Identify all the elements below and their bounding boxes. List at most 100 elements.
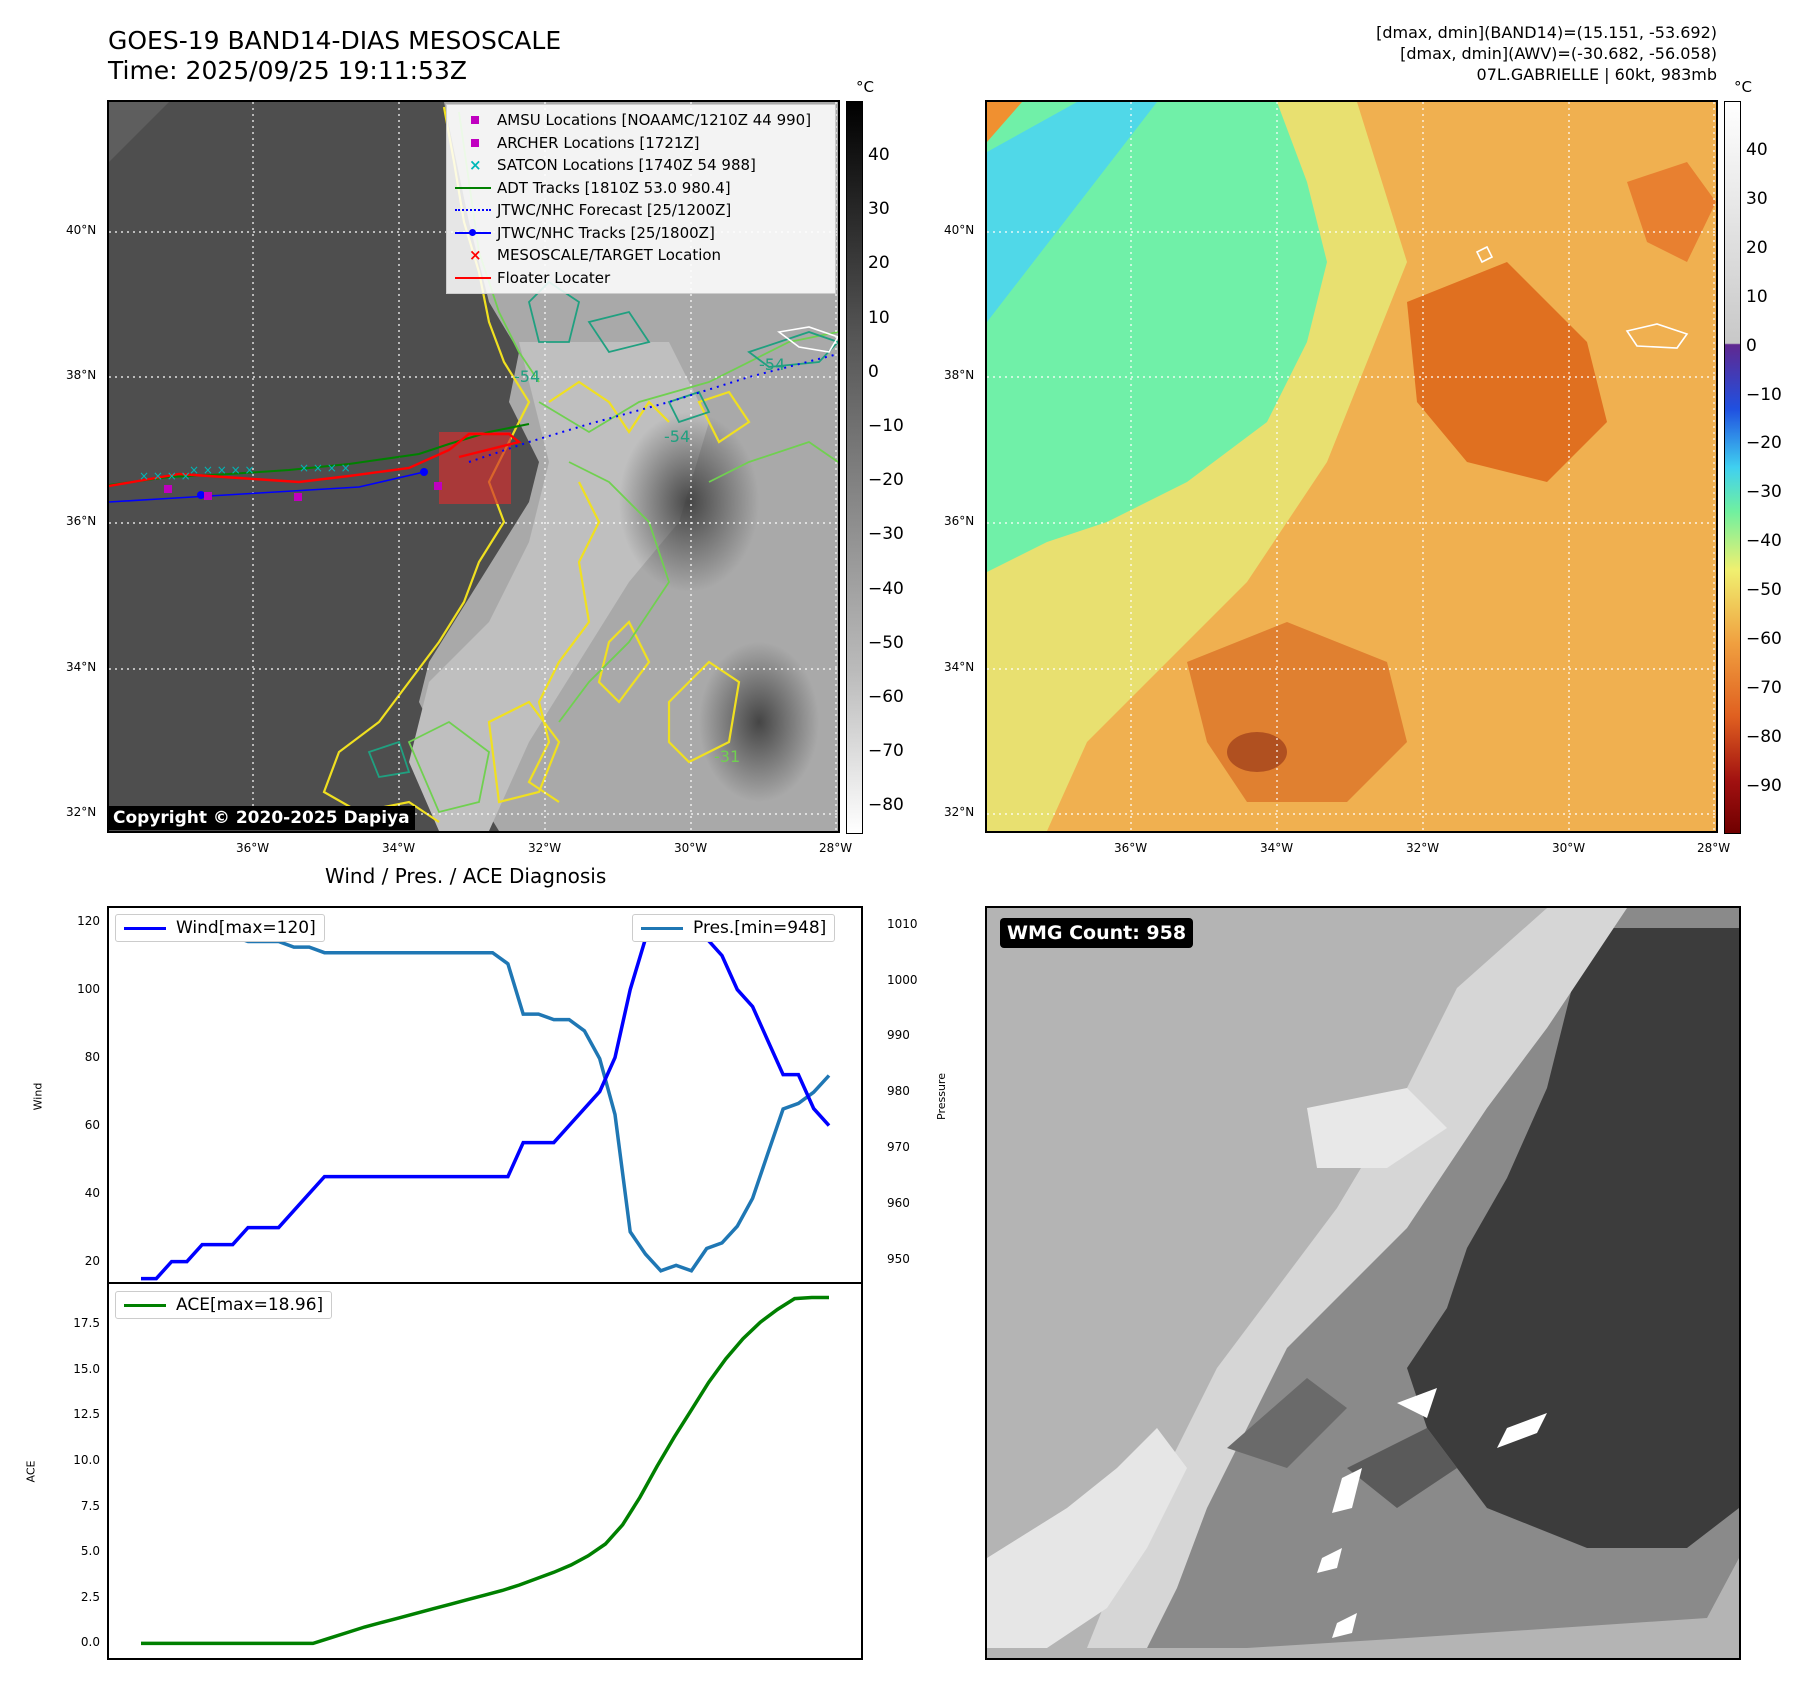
axis-tick-label: 7.5 [80,1498,100,1513]
wind-axis-label: Wind [31,1082,45,1111]
lat-label: 34°N [944,660,975,674]
svg-text:× × × ×: × × × × [299,461,351,475]
colorbar-tick-label: −20 [868,470,904,491]
contour-label: -54 [514,367,540,386]
dotted-line-icon [455,203,497,217]
axis-tick-label: 120 [77,913,100,928]
lat-label: 36°N [944,514,975,528]
legend-item-forecast: JTWC/NHC Forecast [25/1200Z] [455,199,827,222]
legend-item-target: × MESOSCALE/TARGET Location [455,244,827,267]
figure-title: GOES-19 BAND14-DIAS MESOSCALE Time: 2025… [108,26,562,85]
axis-tick-label: 960 [887,1195,910,1210]
figure-info: [dmax, dmin](BAND14)=(15.151, -53.692) [… [1376,23,1717,84]
square-marker-icon [455,113,497,127]
lon-label: 36°W [236,841,270,855]
lat-label: 36°N [66,514,97,528]
axis-tick-label: 970 [887,1140,910,1155]
colorbar-tick-label: −50 [1746,580,1782,601]
square-marker-icon [455,136,497,150]
legend-line-icon [124,926,166,930]
lat-label: 38°N [944,368,975,382]
wind-series-line [141,919,831,1281]
colorbar-tick-label: −70 [1746,677,1782,698]
wind-pressure-plot [107,906,863,1284]
pressure-legend: Pres.[min=948] [632,914,836,942]
pressure-axis-label: Pressure [934,1073,948,1120]
legend-item-satcon: × SATCON Locations [1740Z 54 988] [455,154,827,177]
ace-series-line [141,1295,829,1646]
colorbar-tick-label: 40 [1746,140,1768,160]
axis-tick-label: 60 [84,1117,100,1132]
colorbar-tick-label: −40 [1746,531,1782,552]
legend-line-icon [124,1303,166,1307]
copyright-notice: Copyright © 2020-2025 Dapiya [108,806,415,830]
axis-tick-label: 15.0 [73,1361,100,1376]
axis-tick-label: 20 [84,1253,100,1268]
lat-label: 38°N [66,368,97,382]
lon-label: 30°W [674,841,708,855]
colorbar-tick-label: 20 [868,253,890,274]
lat-label: 40°N [66,223,97,237]
colorbar-tick-label: 0 [868,361,879,382]
colorbar-tick-label: 10 [868,307,890,328]
colorbar-tick-label: −30 [868,524,904,545]
lon-label: 30°W [1552,841,1586,855]
color-colorbar [1724,101,1741,834]
legend-item-amsu: AMSU Locations [NOAAMC/1210Z 44 990] [455,109,827,132]
ace-axis-label: ACE [24,1460,38,1483]
axis-tick-label: 990 [887,1028,910,1043]
colorbar-unit: °C [856,78,874,96]
ace-plot [107,1282,863,1660]
colorbar-tick-label: −30 [1746,482,1782,503]
line-icon [455,271,497,285]
axis-tick-label: 1010 [887,916,918,931]
lon-label: 36°W [1114,841,1148,855]
colorbar-tick-label: −70 [868,741,904,762]
colorbar-tick-label: −80 [868,795,904,816]
axis-tick-label: 100 [77,981,100,996]
line-dot-icon [455,226,497,240]
colorbar-tick-label: −50 [868,632,904,653]
diagnosis-title: Wind / Pres. / ACE Diagnosis [325,864,607,888]
legend-item-tracks: JTWC/NHC Tracks [25/1800Z] [455,222,827,245]
colorbar-tick-label: 30 [1746,188,1768,209]
colorbar-tick-label: 30 [868,199,890,220]
colorbar-tick-label: 20 [1746,237,1768,258]
lat-label: 34°N [66,660,97,674]
axis-tick-label: 17.5 [73,1316,100,1331]
contour-label: -54 [759,355,785,374]
colorbar-tick-label: 0 [1746,335,1757,356]
legend-item-floater: Floater Locater [455,267,827,290]
axis-tick-label: 80 [84,1049,100,1064]
lon-label: 32°W [528,841,562,855]
svg-text:× × × × ×: × × × × × [189,463,255,477]
lat-label: 32°N [66,805,97,819]
lat-label: 32°N [944,805,975,819]
line-icon [455,181,497,195]
lon-label: 34°W [382,841,416,855]
lon-label: 28°W [819,841,853,855]
contour-label: -54 [664,427,690,446]
legend-line-icon [641,926,683,930]
pressure-series-line [141,917,831,1273]
colorbar-tick-label: −10 [1746,384,1782,405]
lon-label: 28°W [1697,841,1731,855]
ace-legend: ACE[max=18.96] [115,1291,333,1319]
axis-tick-label: 0.0 [80,1635,100,1650]
colorbar-tick-label: −10 [868,416,904,436]
colorbar-tick-label: −90 [1746,775,1782,796]
wmg-count-badge: WMG Count: 958 [1000,918,1194,948]
awv-color-map [985,100,1718,833]
map-legend: AMSU Locations [NOAAMC/1210Z 44 990] ARC… [446,104,836,294]
axis-tick-label: 5.0 [80,1544,100,1559]
axis-tick-label: 2.5 [80,1589,100,1604]
colorbar-unit: °C [1734,78,1752,96]
lon-label: 32°W [1406,841,1440,855]
x-marker-icon: × [469,156,482,175]
colorbar-tick-label: −80 [1746,726,1782,747]
x-marker-icon: × [469,246,482,265]
wmg-panel [985,906,1741,1660]
lat-label: 40°N [944,223,975,237]
axis-tick-label: 1000 [887,972,918,987]
axis-tick-label: 950 [887,1251,910,1266]
